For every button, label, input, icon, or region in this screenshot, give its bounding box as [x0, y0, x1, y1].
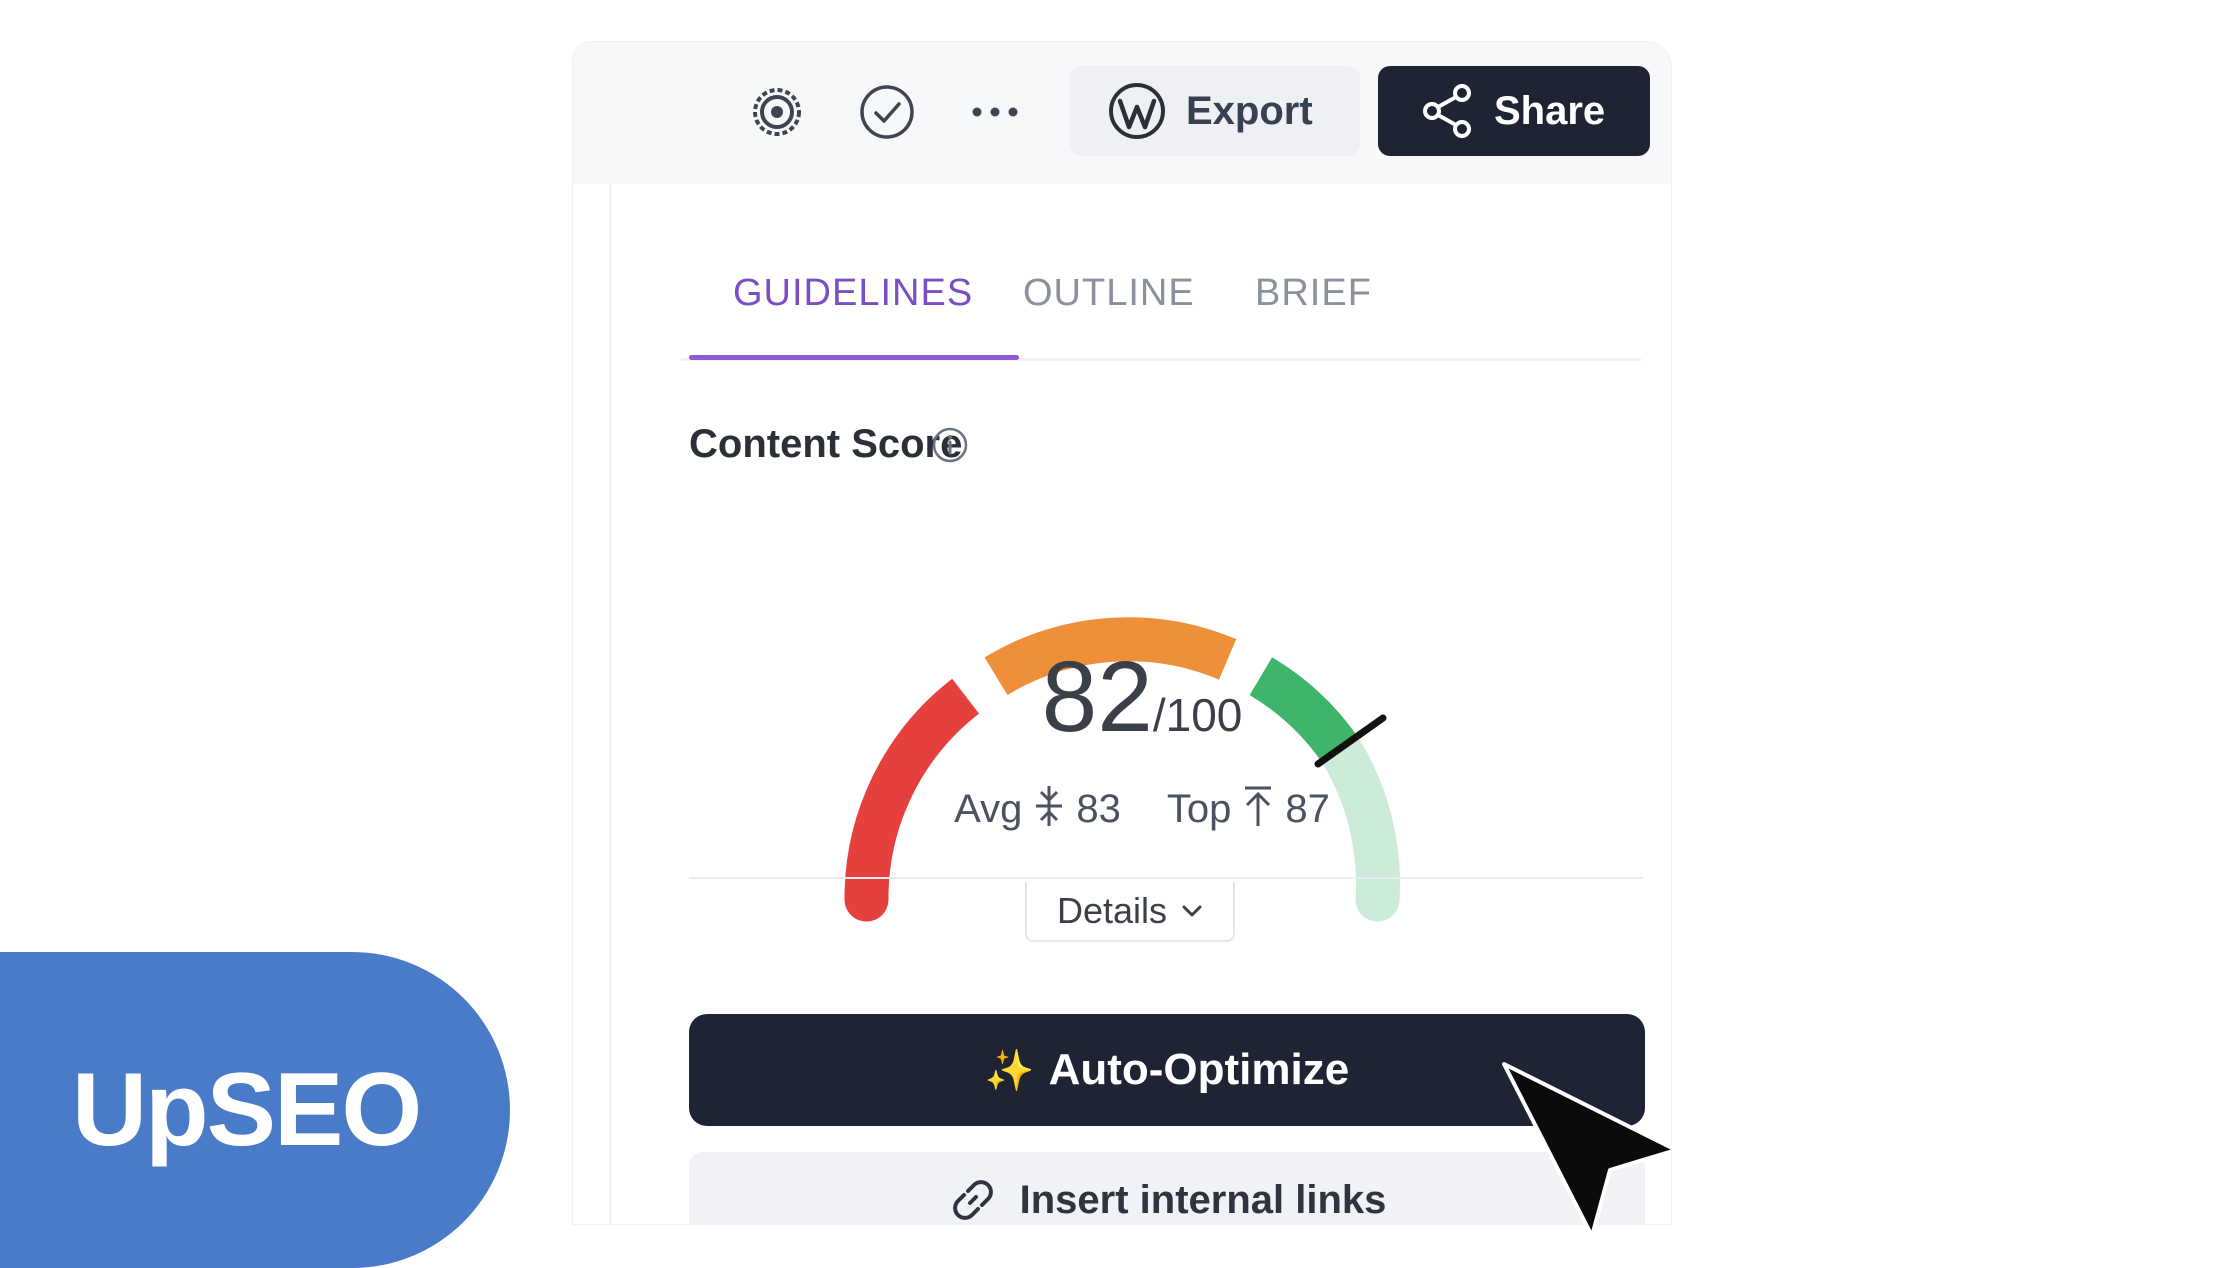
share-label: Share: [1494, 88, 1606, 133]
insert-links-label: Insert internal links: [1019, 1177, 1387, 1222]
gauge-needle: [1314, 714, 1387, 768]
export-button[interactable]: Export: [1070, 66, 1360, 156]
tab-guidelines[interactable]: GUIDELINES: [733, 272, 974, 314]
brand-badge: UpSEO: [0, 952, 510, 1268]
avg-value: 83: [1076, 787, 1121, 831]
gauge-segment-high: [1249, 657, 1359, 763]
link-icon: [952, 1180, 993, 1220]
top-arrow-icon: [1245, 786, 1272, 826]
guidelines-view: GUIDELINES OUTLINE BRIEF Content Score 8…: [609, 184, 1671, 1224]
score-gauge: [844, 617, 1400, 922]
active-tab-indicator: [689, 355, 1019, 360]
benchmarks: Avg 83 Top 87: [611, 784, 1671, 832]
toolbar: Export Share: [573, 42, 1671, 184]
details-divider: [689, 877, 1643, 879]
tab-outline[interactable]: OUTLINE: [1023, 272, 1195, 314]
mouse-pointer-icon: [1502, 1062, 1678, 1238]
top-value: 87: [1285, 787, 1330, 831]
tab-divider: [681, 358, 1641, 361]
average-icon: [1036, 786, 1063, 826]
chevron-down-icon: [1182, 905, 1202, 917]
insert-internal-links-button[interactable]: Insert internal links: [689, 1152, 1645, 1224]
score-max: /100: [1152, 689, 1243, 741]
auto-optimize-button[interactable]: ✨ Auto-Optimize: [689, 1014, 1645, 1126]
check-circle-icon[interactable]: [851, 76, 923, 148]
top-label: Top: [1166, 787, 1232, 831]
share-button[interactable]: Share: [1378, 66, 1650, 156]
details-label: Details: [1056, 890, 1168, 931]
more-icon[interactable]: [959, 76, 1031, 148]
export-label: Export: [1186, 88, 1313, 133]
wordpress-icon: [1109, 83, 1165, 139]
share-icon: [1423, 84, 1471, 138]
score-value: 82: [1041, 641, 1153, 753]
sparkle-icon: ✨: [984, 1048, 1035, 1093]
content-score-title: Content Score: [689, 422, 963, 466]
brand-logo: UpSEO: [72, 1051, 422, 1168]
avg-label: Avg: [954, 787, 1023, 831]
details-toggle[interactable]: Details: [1025, 882, 1235, 942]
gauge-segment-low: [844, 678, 980, 900]
content-panel: Export Share GUIDELINES OUTLINE BRIEF Co…: [573, 42, 1671, 1224]
info-icon[interactable]: [931, 426, 969, 464]
score-readout: 82/100: [611, 640, 1671, 755]
settings-icon[interactable]: [741, 76, 813, 148]
tab-brief[interactable]: BRIEF: [1255, 272, 1372, 314]
gauge-segment-mid: [984, 617, 1237, 696]
auto-optimize-label: Auto-Optimize: [1048, 1045, 1350, 1094]
